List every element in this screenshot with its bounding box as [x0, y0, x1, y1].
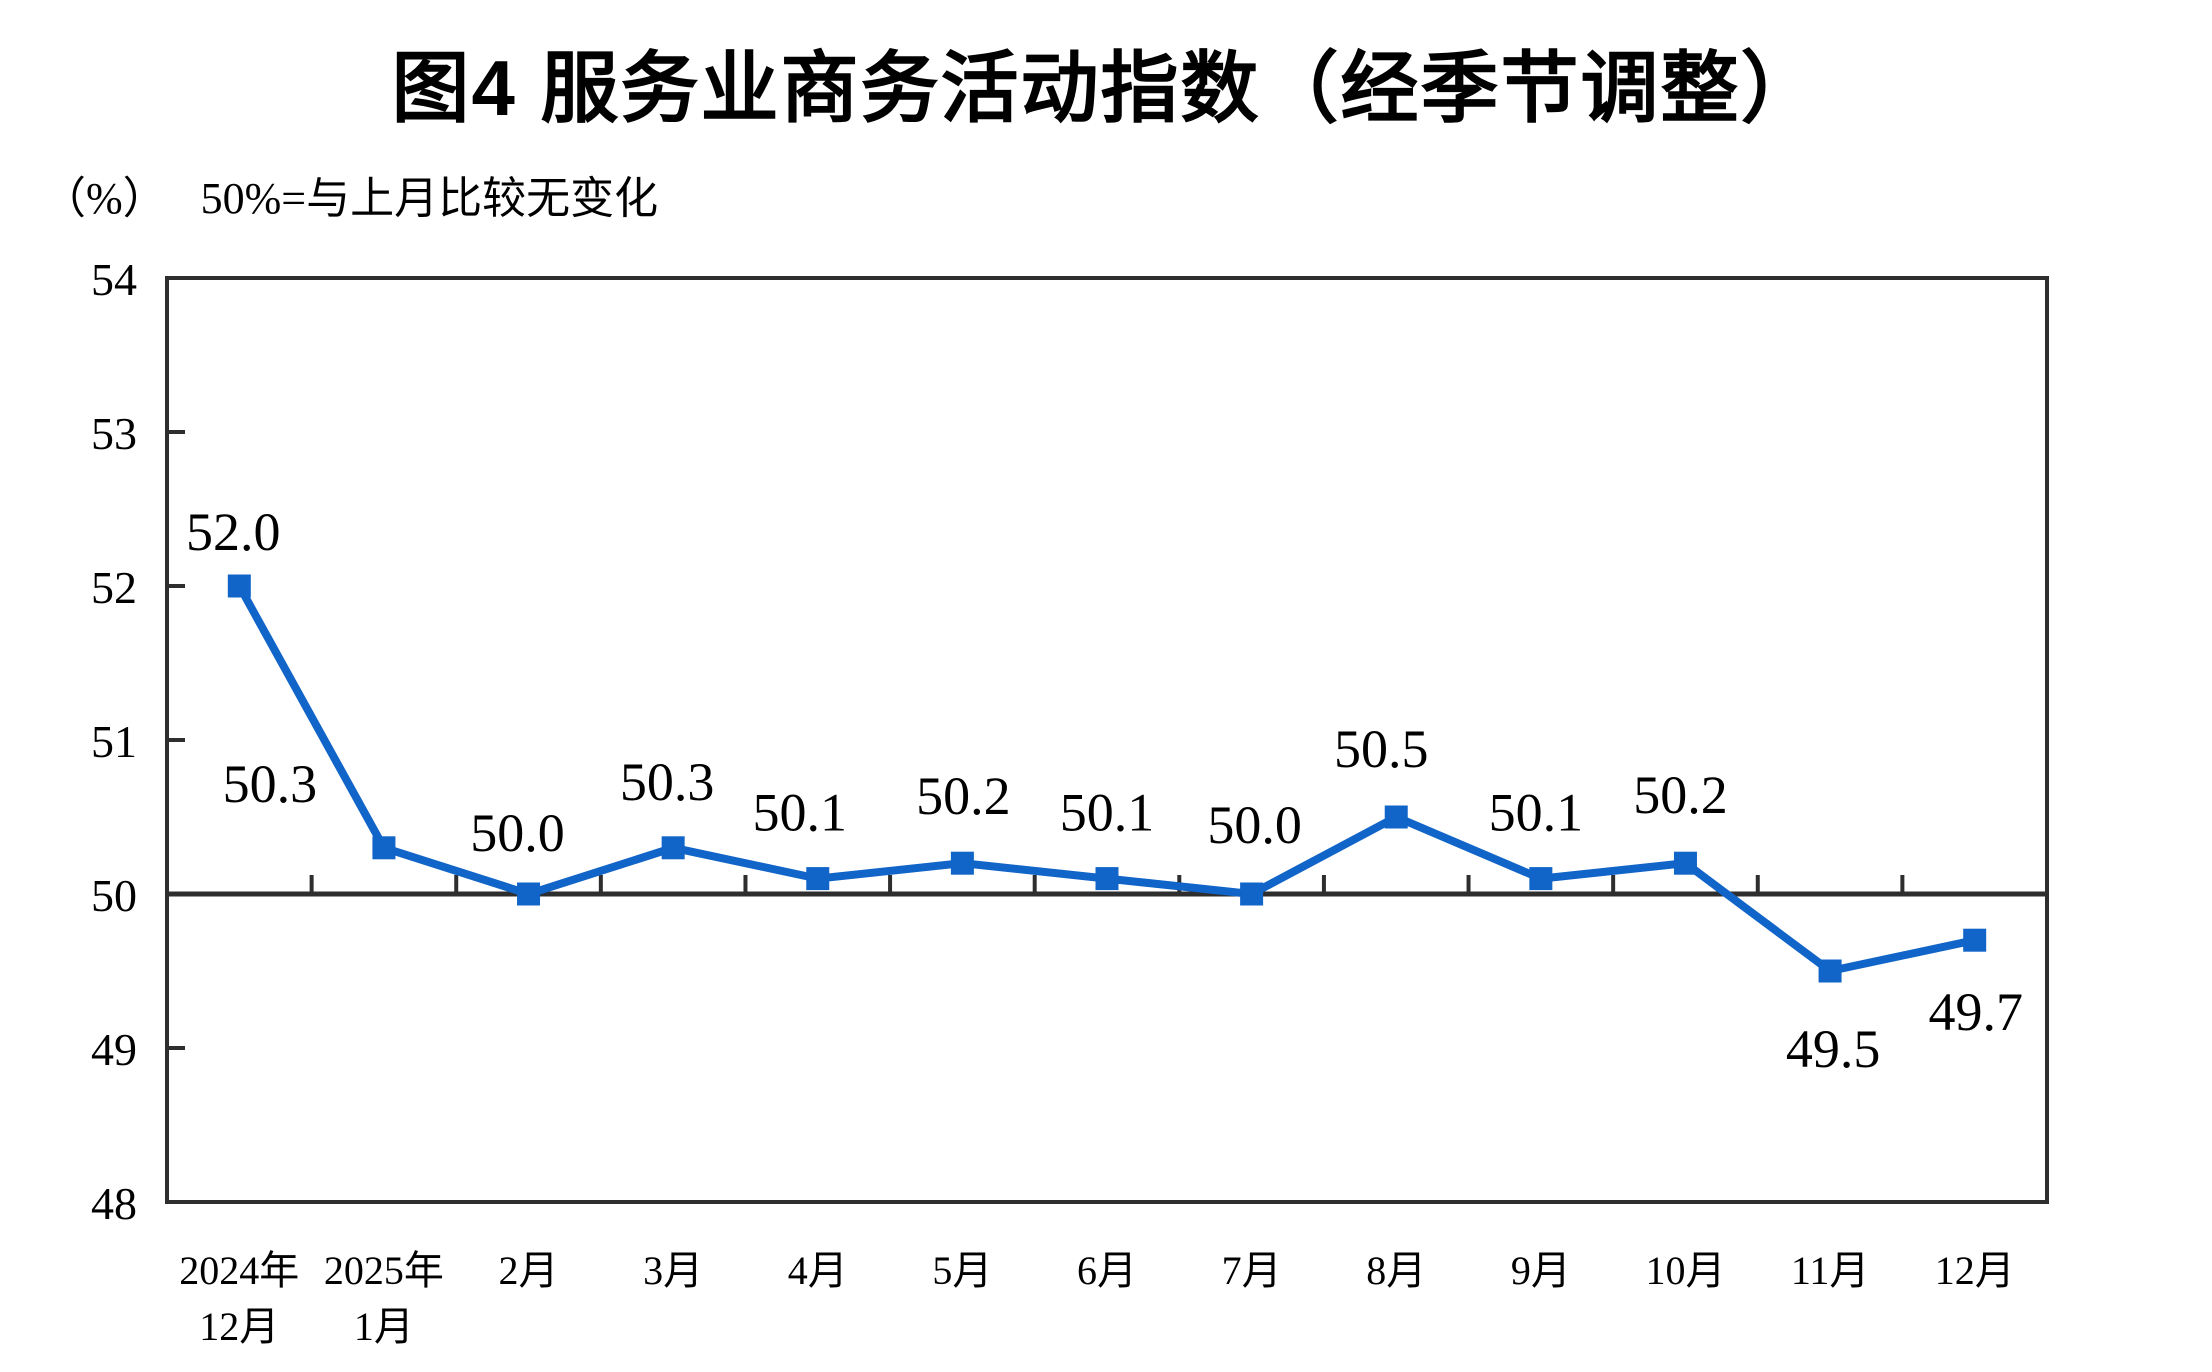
y-axis-unit-label: （%）: [42, 174, 167, 223]
reference-note: 50%=与上月比较无变化: [200, 174, 659, 223]
x-axis-label: 2025年 1月: [324, 1248, 444, 1349]
data-label: 50.2: [1633, 765, 1728, 825]
data-label: 50.3: [620, 752, 715, 812]
data-point-marker: [517, 882, 541, 906]
data-label: 50.5: [1334, 719, 1429, 779]
x-axis-label: 4月: [788, 1248, 848, 1293]
data-point-marker: [1818, 959, 1842, 983]
data-label: 50.0: [1207, 795, 1302, 855]
data-label: 50.1: [1060, 783, 1155, 843]
data-label: 50.3: [223, 754, 318, 814]
x-axis-label: 2024年 12月: [179, 1248, 299, 1349]
x-axis-label: 3月: [643, 1248, 703, 1293]
x-axis-label: 7月: [1222, 1248, 1282, 1293]
y-axis-label: 49: [91, 1024, 137, 1075]
data-label: 52.0: [186, 502, 281, 562]
y-axis-label: 54: [91, 254, 137, 305]
plot-frame: [165, 276, 2049, 1204]
data-point-marker: [1963, 928, 1987, 952]
chart-subtitle-row: （%） 50%=与上月比较无变化: [42, 162, 658, 226]
data-point-marker: [1095, 867, 1119, 891]
data-point-marker: [1529, 867, 1553, 891]
data-label: 49.7: [1928, 982, 2023, 1042]
x-axis-label: 6月: [1077, 1248, 1137, 1293]
x-axis-label: 11月: [1791, 1248, 1870, 1293]
data-point-marker: [950, 851, 974, 875]
data-point-marker: [1384, 805, 1408, 829]
x-axis-label: 12月: [1935, 1248, 2015, 1293]
x-axis-label: 10月: [1645, 1248, 1725, 1293]
x-axis-label: 8月: [1366, 1248, 1426, 1293]
data-label: 50.0: [470, 803, 565, 863]
data-point-marker: [1240, 882, 1264, 906]
x-axis-label: 2月: [499, 1248, 559, 1293]
data-point-marker: [806, 867, 830, 891]
chart-title: 图4 服务业商务活动指数（经季节调整）: [391, 44, 1821, 132]
y-axis-label: 48: [91, 1178, 137, 1229]
data-label: 49.5: [1786, 1019, 1881, 1079]
data-label: 50.1: [753, 783, 848, 843]
data-label: 50.2: [916, 766, 1011, 826]
data-point-marker: [227, 574, 251, 598]
x-axis-label: 9月: [1511, 1248, 1571, 1293]
x-axis-label: 5月: [932, 1248, 992, 1293]
y-axis-label: 50: [91, 870, 137, 921]
y-axis-label: 52: [91, 562, 137, 613]
y-axis-label: 53: [91, 408, 137, 459]
data-point-marker: [661, 836, 685, 860]
data-label: 50.1: [1489, 783, 1584, 843]
data-point-marker: [372, 836, 396, 860]
data-point-marker: [1673, 851, 1697, 875]
y-axis-label: 51: [91, 716, 137, 767]
